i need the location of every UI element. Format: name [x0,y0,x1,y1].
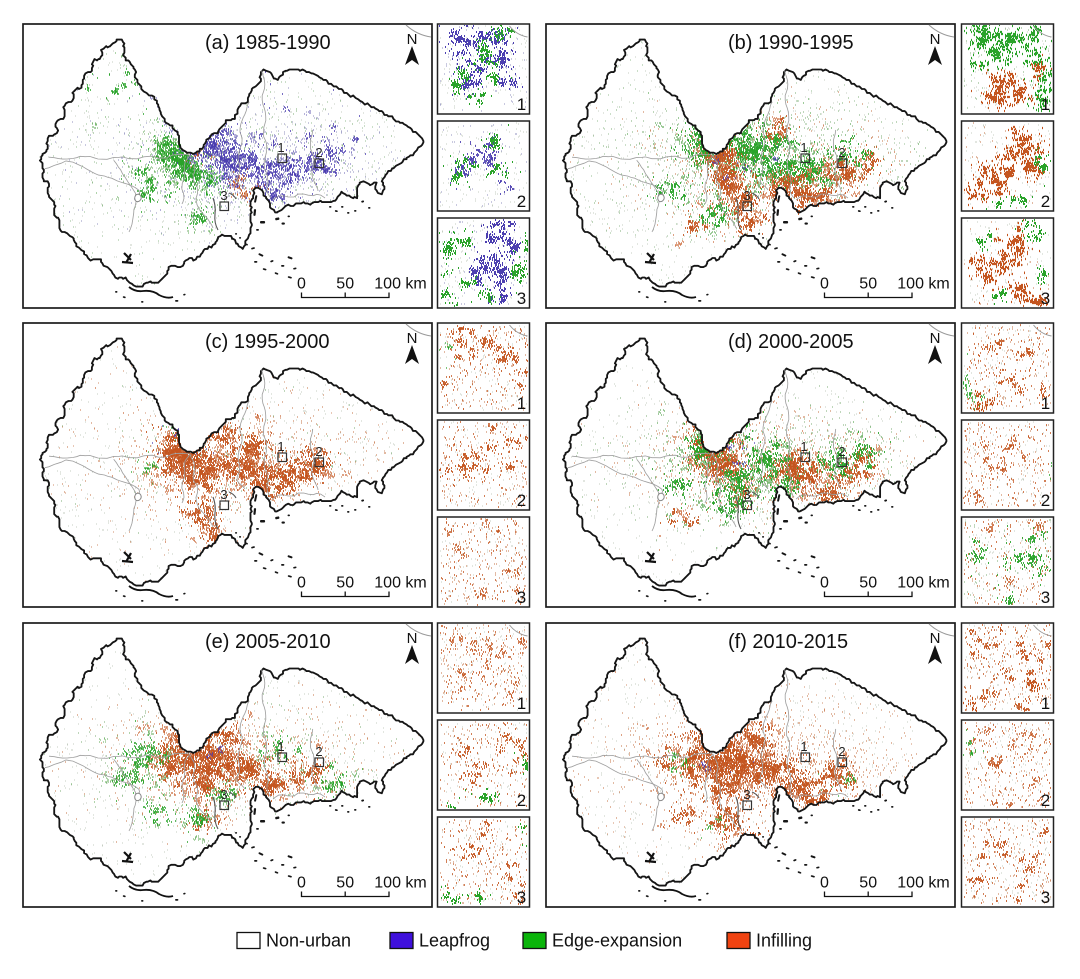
svg-text:3: 3 [1041,588,1050,607]
svg-text:2: 2 [1041,192,1050,211]
svg-text:0: 0 [297,276,306,293]
svg-text:1: 1 [1041,694,1050,713]
svg-text:0: 0 [297,575,306,592]
svg-text:N: N [407,31,418,48]
svg-text:0: 0 [820,276,829,293]
svg-text:2: 2 [1041,791,1050,810]
svg-text:50: 50 [859,575,877,592]
svg-text:N: N [930,31,941,48]
svg-text:(d) 2000-2005: (d) 2000-2005 [728,331,854,353]
svg-text:1: 1 [517,694,526,713]
svg-text:1: 1 [1041,95,1050,114]
svg-text:50: 50 [859,276,877,293]
svg-text:50: 50 [859,875,877,892]
svg-text:0: 0 [297,875,306,892]
svg-text:1: 1 [517,95,526,114]
svg-text:(c) 1995-2000: (c) 1995-2000 [205,331,330,353]
svg-text:100 km: 100 km [897,276,949,293]
svg-text:100 km: 100 km [374,875,426,892]
svg-text:Edge-expansion: Edge-expansion [552,931,682,951]
svg-text:N: N [407,630,418,647]
svg-text:0: 0 [820,575,829,592]
svg-text:50: 50 [336,875,354,892]
svg-text:2: 2 [517,192,526,211]
svg-text:Infilling: Infilling [756,931,812,951]
svg-text:(a) 1985-1990: (a) 1985-1990 [205,32,331,54]
svg-text:50: 50 [336,575,354,592]
svg-text:(e) 2005-2010: (e) 2005-2010 [205,631,331,653]
svg-text:3: 3 [517,588,526,607]
svg-text:3: 3 [1041,289,1050,308]
svg-text:100 km: 100 km [897,875,949,892]
svg-text:Leapfrog: Leapfrog [419,931,490,951]
svg-text:Non-urban: Non-urban [266,931,351,951]
svg-text:2: 2 [517,791,526,810]
svg-text:2: 2 [517,491,526,510]
svg-text:N: N [407,330,418,347]
svg-text:3: 3 [517,289,526,308]
svg-text:3: 3 [1041,888,1050,907]
svg-text:3: 3 [517,888,526,907]
svg-text:1: 1 [517,394,526,413]
svg-text:(b) 1990-1995: (b) 1990-1995 [728,32,854,54]
svg-text:N: N [930,630,941,647]
svg-text:0: 0 [820,875,829,892]
svg-text:1: 1 [1041,394,1050,413]
svg-text:100 km: 100 km [897,575,949,592]
svg-text:2: 2 [1041,491,1050,510]
svg-text:50: 50 [336,276,354,293]
svg-text:100 km: 100 km [374,276,426,293]
svg-text:N: N [930,330,941,347]
svg-text:(f) 2010-2015: (f) 2010-2015 [728,631,848,653]
svg-text:100 km: 100 km [374,575,426,592]
